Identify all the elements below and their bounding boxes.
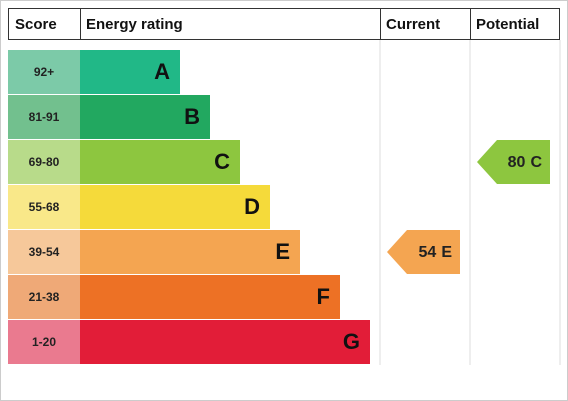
score-range: 69-80 [29,155,60,169]
rating-letter: G [343,329,360,354]
current-value: 54 [419,244,437,261]
score-cell [8,230,80,274]
score-cell [8,275,80,319]
rating-bar [80,50,180,94]
rating-bar [80,185,270,229]
score-range: 21-38 [29,290,60,304]
header-rating: Energy rating [86,16,183,33]
current-arrow [387,230,460,274]
header-score: Score [15,16,57,33]
potential-rating: 80 C [508,154,543,171]
rating-bar [80,230,300,274]
potential-letter: C [530,154,542,171]
header-current: Current [386,16,440,33]
potential-arrow [477,140,550,184]
score-cell [8,95,80,139]
rating-bar [80,140,240,184]
rating-letter: A [154,59,170,84]
rating-bar [80,95,210,139]
rating-bar [80,275,340,319]
score-range: 39-54 [29,245,60,259]
score-range: 81-91 [29,110,60,124]
header-box [8,8,560,40]
rating-letter: D [244,194,260,219]
potential-value: 80 [508,154,526,171]
rating-letter: E [275,239,290,264]
rating-letter: B [184,104,200,129]
header-potential: Potential [476,16,539,33]
rating-letter: C [214,149,230,174]
score-cell [8,185,80,229]
rating-letter: F [317,284,330,309]
score-cell [8,140,80,184]
score-cell [8,50,80,94]
score-range: 92+ [34,65,54,79]
score-cell [8,320,80,364]
rating-bar [80,320,370,364]
score-range: 1-20 [32,335,56,349]
current-letter: E [441,244,452,261]
current-rating: 54 E [419,244,453,261]
score-range: 55-68 [29,200,60,214]
